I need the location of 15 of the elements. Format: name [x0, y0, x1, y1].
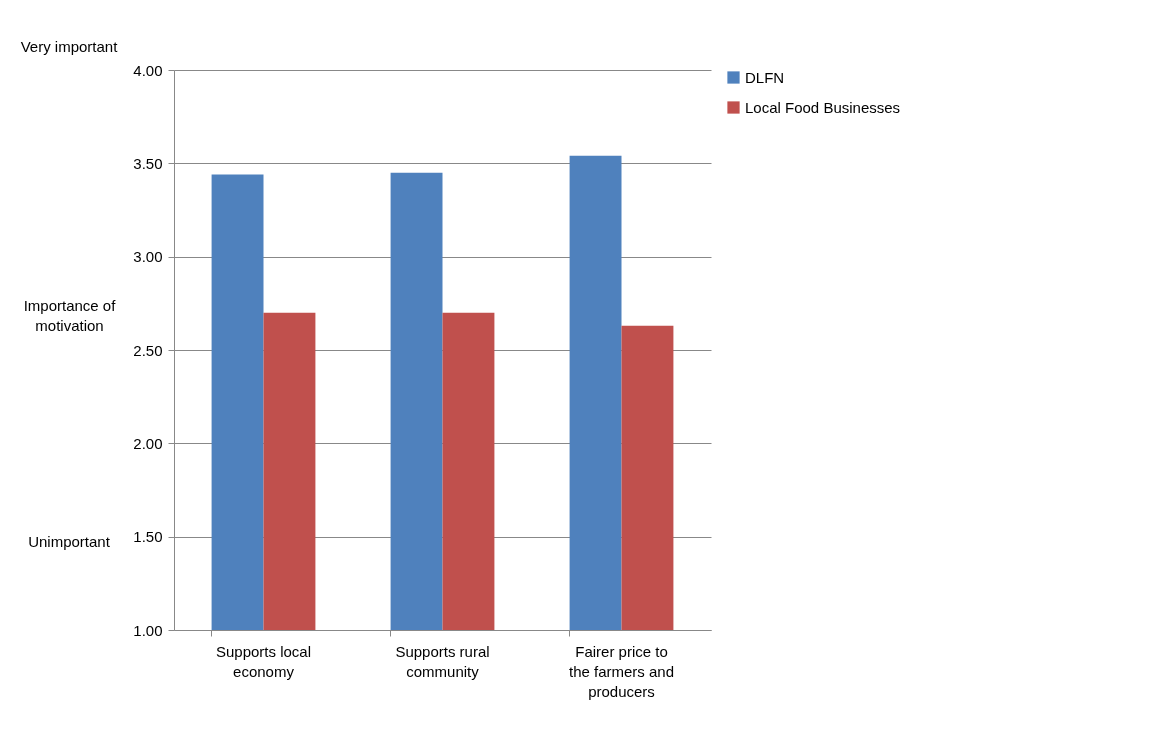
text: Unimportant: [28, 533, 111, 550]
text: Very important: [20, 38, 119, 55]
legend-label: DLFN: [745, 68, 785, 86]
y-tick-label: 3.00: [133, 248, 163, 266]
y-tick-label: 1.50: [133, 528, 163, 546]
x-tick-label: Supports rural community: [395, 642, 490, 680]
x-tick-label: Fairer price to the farmers and producers: [568, 642, 675, 700]
y-tick-label: 2.50: [133, 341, 163, 359]
x-tick-label: Supports local economy: [215, 642, 312, 680]
legend-label: Local Food Businesses: [745, 98, 901, 116]
y-tick-label: 2.00: [133, 434, 163, 452]
y-tick-label: 1.00: [133, 621, 163, 639]
y-tick-label: 4.00: [133, 61, 163, 79]
y-axis-title: Importance of motivation: [23, 296, 117, 334]
y-tick-label: 3.50: [133, 154, 163, 172]
